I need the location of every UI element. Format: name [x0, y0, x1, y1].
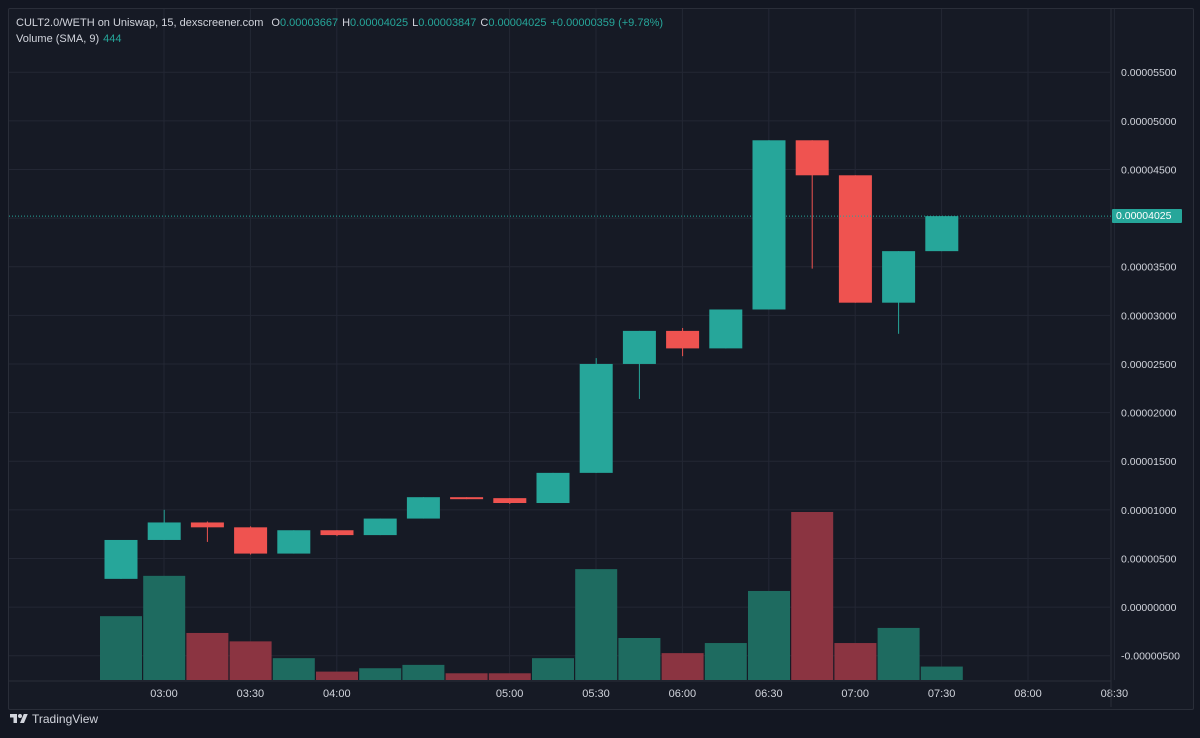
- y-tick-label: 0.00001000: [1121, 505, 1177, 517]
- chart-legend: CULT2.0/WETH on Uniswap, 15, dexscreener…: [16, 15, 667, 47]
- x-tick-label: 06:30: [755, 688, 783, 700]
- candle-body: [838, 175, 872, 303]
- y-tick-label: 0.00003500: [1121, 262, 1177, 274]
- candle-body: [666, 330, 700, 349]
- volume-bar: [143, 575, 186, 680]
- x-tick-label: 07:30: [928, 688, 956, 700]
- change-value: +0.00000359 (+9.78%): [550, 17, 664, 29]
- volume-bar: [791, 512, 834, 680]
- candle-body: [104, 539, 138, 579]
- volume-bar: [229, 641, 272, 680]
- y-tick-label: 0.00002500: [1121, 359, 1177, 371]
- y-tick-label: -0.00000500: [1121, 651, 1180, 663]
- tradingview-branding[interactable]: TradingView: [10, 712, 98, 726]
- y-tick-label: 0.00003000: [1121, 310, 1177, 322]
- candle-body: [450, 497, 484, 500]
- volume-bar: [445, 673, 488, 680]
- volume-bar: [402, 664, 445, 680]
- volume-bar: [661, 653, 704, 680]
- high-value: 0.00004025: [350, 17, 409, 29]
- candle-body: [320, 530, 354, 536]
- candle-body: [882, 251, 916, 303]
- candle-body: [493, 498, 527, 504]
- candle-body: [925, 216, 959, 252]
- x-tick-label: 05:30: [582, 688, 610, 700]
- volume-bar: [748, 590, 790, 680]
- volume-bar: [704, 643, 747, 680]
- legend-volume-row: Volume (SMA, 9) 444: [16, 31, 667, 47]
- tradingview-logo-icon: [10, 714, 28, 723]
- volume-bar: [834, 643, 877, 680]
- candle-body: [579, 363, 613, 473]
- candle-body: [795, 140, 829, 176]
- x-tick-label: 04:00: [323, 688, 351, 700]
- x-tick-label: 08:00: [1014, 688, 1042, 700]
- candle-body: [147, 522, 181, 540]
- y-tick-label: 0.00005000: [1121, 116, 1177, 128]
- volume-bar: [618, 638, 661, 680]
- y-tick-label: 0.00001500: [1121, 456, 1177, 468]
- y-tick-label: 0.00000500: [1121, 553, 1177, 565]
- close-key: C: [480, 17, 489, 29]
- candle-body: [363, 518, 397, 536]
- close-value: 0.00004025: [488, 17, 547, 29]
- x-tick-label: 03:00: [150, 688, 178, 700]
- tradingview-label: TradingView: [32, 712, 99, 726]
- x-tick-label: 08:30: [1101, 688, 1129, 700]
- candle-body: [234, 527, 268, 554]
- candle-body: [277, 530, 311, 554]
- volume-bar: [877, 627, 920, 680]
- legend-main-row: CULT2.0/WETH on Uniswap, 15, dexscreener…: [16, 15, 667, 31]
- candle-body: [709, 309, 743, 349]
- y-tick-label: 0.00000000: [1121, 602, 1177, 614]
- x-tick-label: 06:00: [669, 688, 697, 700]
- low-key: L: [412, 17, 419, 29]
- open-value: 0.00003667: [279, 17, 339, 29]
- volume-bar: [488, 673, 531, 680]
- open-key: O: [271, 17, 280, 29]
- high-key: H: [342, 17, 351, 29]
- x-tick-label: 05:00: [496, 688, 524, 700]
- last-price-tag: 0.00004025: [1112, 209, 1182, 224]
- volume-bar: [186, 632, 229, 680]
- volume-bar: [575, 569, 618, 680]
- low-value: 0.00003847: [418, 17, 477, 29]
- candle-body: [190, 522, 224, 528]
- volume-bar: [532, 658, 574, 680]
- volume-bar: [100, 616, 142, 680]
- volume-bar: [920, 666, 963, 680]
- volume-bar: [359, 668, 402, 680]
- candle-body: [536, 472, 570, 504]
- y-tick-label: 0.00004500: [1121, 164, 1177, 176]
- symbol-label[interactable]: CULT2.0/WETH on Uniswap, 15, dexscreener…: [16, 17, 264, 29]
- candle-body: [406, 497, 440, 519]
- candle-body: [622, 330, 656, 364]
- volume-label[interactable]: Volume (SMA, 9): [16, 33, 100, 45]
- x-tick-label: 07:00: [841, 688, 869, 700]
- volume-value: 444: [103, 33, 122, 45]
- y-tick-label: 0.00005500: [1121, 67, 1177, 79]
- x-tick-label: 03:30: [237, 688, 265, 700]
- y-tick-label: 0.00002000: [1121, 408, 1177, 420]
- volume-bar: [316, 671, 358, 680]
- volume-bar: [272, 658, 315, 680]
- candle-body: [752, 140, 786, 310]
